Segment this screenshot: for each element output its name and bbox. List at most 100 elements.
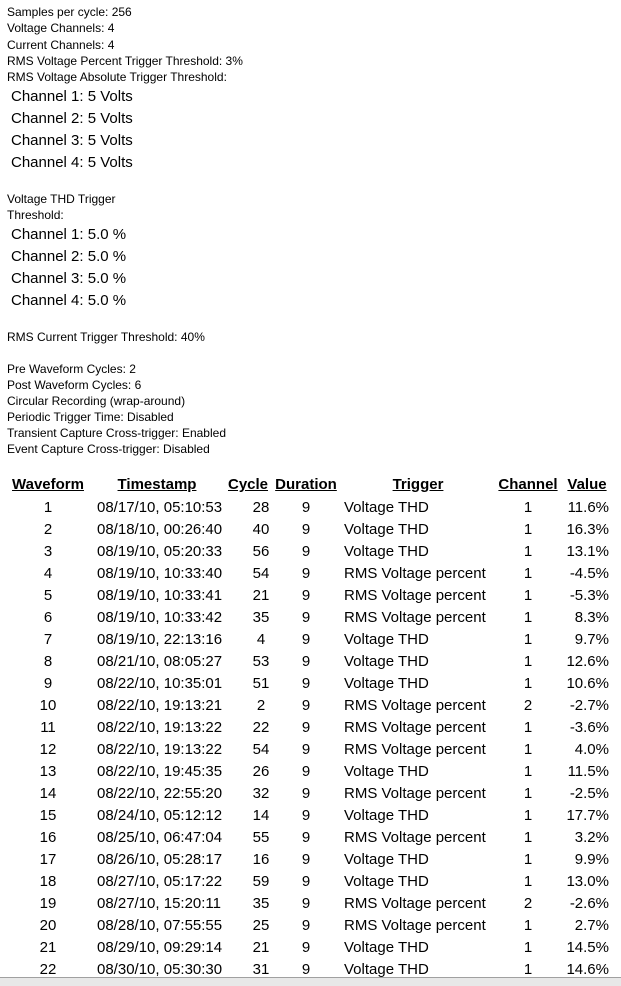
table-cell: 1: [523, 499, 533, 516]
table-cell: 4: [256, 631, 266, 648]
table-cell: 9: [301, 543, 311, 560]
table-cell: 4.0%: [574, 741, 609, 758]
table-cell: -2.5%: [569, 785, 609, 802]
table-cell: 2.7%: [574, 917, 609, 934]
table-cell: 08/21/10, 08:05:27: [97, 653, 223, 670]
table-cell: 13.1%: [566, 543, 609, 560]
setting-line: Current Channels: 4: [7, 37, 115, 52]
table-cell: 9: [301, 961, 311, 978]
table-cell: 3.2%: [574, 829, 609, 846]
voltage-channel: Channel 3: 5 Volts: [11, 132, 133, 149]
table-cell: 08/19/10, 10:33:40: [97, 565, 223, 582]
table-cell: 13: [39, 763, 57, 780]
table-cell: 1: [523, 917, 533, 934]
table-cell: RMS Voltage percent: [344, 719, 486, 736]
table-cell: 8: [43, 653, 53, 670]
table-cell: 14.5%: [566, 939, 609, 956]
column-header: Duration: [275, 476, 337, 493]
table-cell: 1: [523, 785, 533, 802]
table-cell: 26: [252, 763, 270, 780]
table-cell: 1: [523, 653, 533, 670]
table-cell: RMS Voltage percent: [344, 741, 486, 758]
table-cell: 40: [252, 521, 270, 538]
table-cell: 7: [43, 631, 53, 648]
table-cell: 08/25/10, 06:47:04: [97, 829, 223, 846]
table-cell: -2.7%: [569, 697, 609, 714]
column-header: Cycle: [227, 476, 269, 493]
table-cell: 1: [523, 543, 533, 560]
table-cell: 1: [523, 873, 533, 890]
table-cell: RMS Voltage percent: [344, 785, 486, 802]
table-cell: 55: [252, 829, 270, 846]
table-cell: Voltage THD: [344, 961, 429, 978]
thd-channel: Channel 2: 5.0 %: [11, 248, 127, 265]
table-cell: 9: [301, 851, 311, 868]
table-cell: 1: [523, 631, 533, 648]
table-cell: 5: [43, 587, 53, 604]
table-cell: 08/19/10, 10:33:42: [97, 609, 223, 626]
table-cell: 11.5%: [567, 763, 609, 780]
setting-line: RMS Voltage Percent Trigger Threshold: 3…: [7, 53, 243, 68]
table-cell: 31: [252, 961, 270, 978]
table-cell: 9: [301, 785, 311, 802]
thd-title: Voltage THD Trigger: [7, 192, 116, 206]
table-cell: 9: [301, 587, 311, 604]
table-cell: 17: [39, 851, 57, 868]
thd-channel: Channel 4: 5.0 %: [11, 292, 127, 309]
table-cell: 14: [39, 785, 57, 802]
table-cell: 9: [301, 873, 311, 890]
table-cell: 9: [301, 829, 311, 846]
table-cell: 08/27/10, 15:20:11: [97, 895, 221, 912]
table-cell: RMS Voltage percent: [344, 565, 486, 582]
table-cell: 25: [252, 917, 270, 934]
voltage-channel: Channel 1: 5 Volts: [11, 88, 133, 105]
table-cell: 17.7%: [566, 807, 609, 824]
table-cell: 1: [523, 763, 533, 780]
setting-line: RMS Voltage Absolute Trigger Threshold:: [7, 70, 227, 85]
table-cell: 4: [43, 565, 53, 582]
voltage-channel: Channel 4: 5 Volts: [11, 154, 133, 171]
table-cell: 2: [523, 697, 533, 714]
table-cell: 1: [523, 807, 533, 824]
table-cell: 08/22/10, 19:13:21: [97, 697, 223, 714]
table-cell: 1: [523, 719, 533, 736]
table-cell: Voltage THD: [344, 675, 429, 692]
table-cell: 54: [252, 741, 270, 758]
table-cell: 10: [39, 697, 57, 714]
table-cell: 08/24/10, 05:12:12: [97, 807, 223, 824]
table-cell: 9: [301, 653, 311, 670]
table-cell: 8.3%: [574, 609, 609, 626]
table-cell: 2: [523, 895, 533, 912]
table-cell: -3.6%: [569, 719, 609, 736]
table-cell: 9: [43, 675, 53, 692]
table-cell: Voltage THD: [344, 521, 429, 538]
column-header: Value: [567, 476, 607, 493]
table-cell: 08/28/10, 07:55:55: [97, 917, 223, 934]
table-cell: 21: [252, 587, 270, 604]
table-cell: 10.6%: [566, 675, 609, 692]
table-cell: 1: [523, 521, 533, 538]
table-cell: 9: [301, 939, 311, 956]
table-cell: 2: [256, 697, 266, 714]
table-cell: 35: [252, 609, 270, 626]
table-cell: 08/30/10, 05:30:30: [97, 961, 223, 978]
table-cell: 08/27/10, 05:17:22: [97, 873, 223, 890]
table-cell: 9: [301, 807, 311, 824]
table-cell: Voltage THD: [344, 543, 429, 560]
table-cell: 15: [39, 807, 57, 824]
table-cell: -5.3%: [569, 587, 609, 604]
table-cell: 9: [301, 763, 311, 780]
column-header: Channel: [498, 476, 558, 493]
column-header: Trigger: [392, 476, 444, 493]
table-cell: 1: [523, 565, 533, 582]
table-cell: 08/17/10, 05:10:53: [97, 499, 223, 516]
table-cell: 1: [523, 939, 533, 956]
table-cell: 2: [43, 521, 53, 538]
table-cell: 54: [252, 565, 270, 582]
capture-setting: Post Waveform Cycles: 6: [7, 378, 142, 392]
table-cell: Voltage THD: [344, 873, 429, 890]
table-cell: 59: [252, 873, 270, 890]
table-cell: 16.3%: [566, 521, 609, 538]
table-cell: 20: [39, 917, 57, 934]
table-cell: 1: [523, 961, 533, 978]
